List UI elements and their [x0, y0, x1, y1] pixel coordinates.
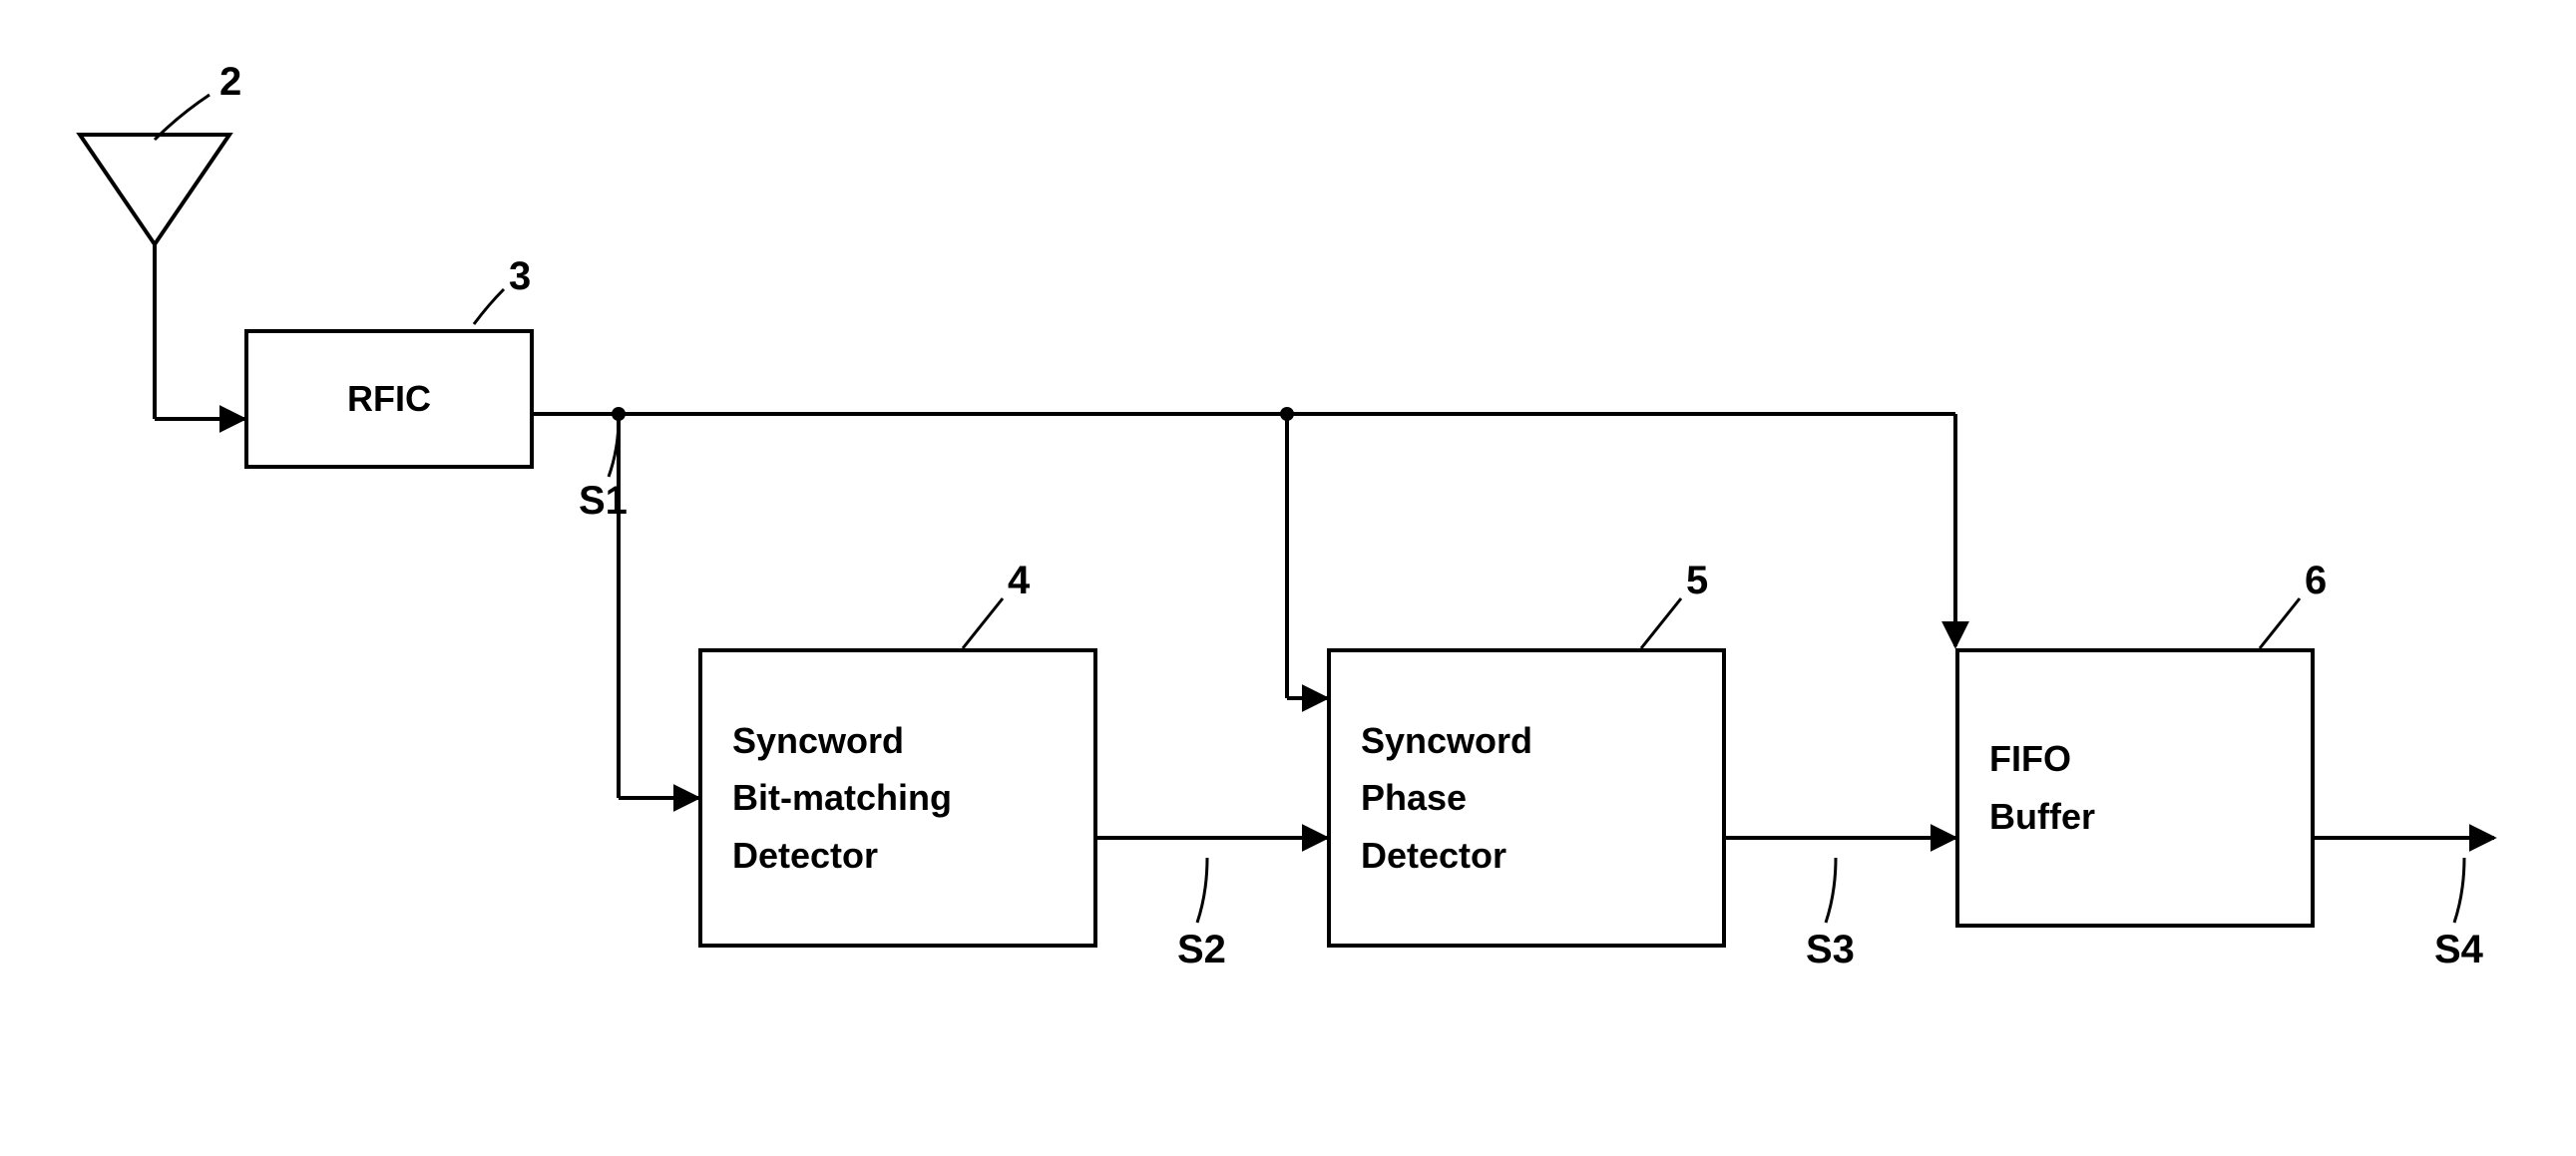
- diagram-canvas: 2 RFIC 3 Syncword Bit-matching Detector …: [0, 0, 2576, 1156]
- block-rfic-label: RFIC: [347, 370, 431, 428]
- ref-fifo: 6: [2305, 559, 2327, 603]
- block-fifo: FIFO Buffer: [1955, 648, 2315, 928]
- signal-s2: S2: [1177, 928, 1226, 972]
- ref-rfic: 3: [509, 254, 531, 299]
- ref-phase: 5: [1686, 559, 1708, 603]
- block-bitmatch: Syncword Bit-matching Detector: [698, 648, 1097, 948]
- block-fifo-l1: FIFO: [1989, 730, 2311, 788]
- block-phase-l3: Detector: [1361, 827, 1722, 885]
- ref-antenna: 2: [219, 60, 241, 105]
- block-bitmatch-l3: Detector: [732, 827, 1093, 885]
- block-bitmatch-l1: Syncword: [732, 712, 1093, 770]
- block-phase-l2: Phase: [1361, 769, 1722, 827]
- block-fifo-l2: Buffer: [1989, 788, 2311, 846]
- ref-bitmatch: 4: [1008, 559, 1030, 603]
- block-rfic: RFIC: [244, 329, 534, 469]
- block-phase-l1: Syncword: [1361, 712, 1722, 770]
- antenna-symbol: [0, 0, 2576, 1156]
- signal-s3: S3: [1806, 928, 1855, 972]
- block-phase: Syncword Phase Detector: [1327, 648, 1726, 948]
- signal-s4: S4: [2434, 928, 2483, 972]
- signal-s1: S1: [579, 479, 628, 524]
- wiring-layer: [0, 0, 2576, 1156]
- block-bitmatch-l2: Bit-matching: [732, 769, 1093, 827]
